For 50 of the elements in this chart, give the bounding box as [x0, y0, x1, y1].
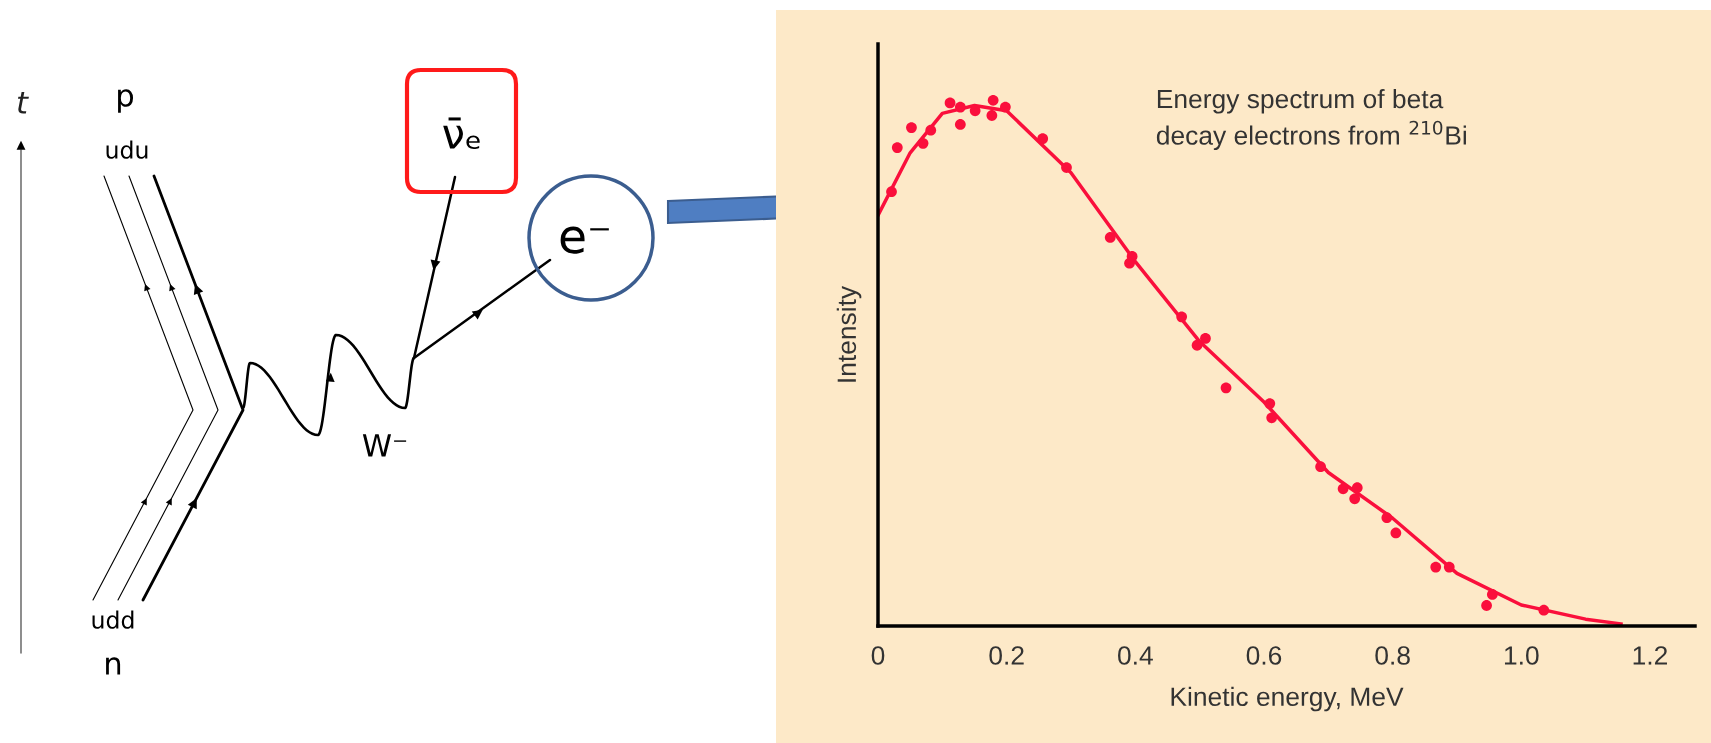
point	[1481, 600, 1492, 611]
point	[954, 119, 966, 130]
point	[1000, 101, 1011, 113]
point	[1538, 604, 1550, 616]
x-axis-title: Kinetic energy, MeV	[1171, 686, 1404, 712]
point	[1264, 398, 1276, 409]
point	[906, 122, 917, 133]
point	[891, 142, 903, 153]
text: t	[17, 91, 29, 114]
point	[1104, 232, 1116, 243]
point	[944, 97, 956, 109]
y-axis-title: Intensity	[836, 285, 862, 382]
point	[1443, 561, 1455, 573]
point	[1349, 493, 1361, 505]
point	[1381, 512, 1393, 524]
chart-title: Energy spectrum of beta decay electrons from $^{210}$Bi	[1156, 88, 1466, 151]
point	[925, 124, 937, 136]
point	[986, 110, 998, 121]
x-tick-label: 0.6	[1246, 646, 1282, 665]
x-tick-label: 0.8	[1375, 646, 1410, 665]
text: n	[106, 657, 121, 675]
x-tick-label: 0.4	[1118, 646, 1153, 665]
point	[1124, 257, 1135, 269]
point	[1176, 311, 1188, 323]
point	[954, 101, 966, 113]
text: W⁻	[362, 434, 407, 457]
point	[1191, 339, 1203, 351]
text: ν̄ₑ	[443, 117, 480, 149]
point	[1220, 382, 1232, 394]
text: p	[118, 89, 134, 113]
point	[1037, 133, 1049, 145]
point	[1430, 561, 1442, 573]
point	[1315, 461, 1326, 473]
point	[1351, 482, 1363, 494]
text: e⁻	[560, 226, 609, 254]
text: udu	[106, 140, 148, 159]
point	[1486, 589, 1498, 600]
point	[1266, 412, 1278, 424]
x-tick-label: 1.2	[1633, 646, 1667, 665]
text: udd	[92, 610, 134, 629]
point	[1061, 162, 1072, 173]
point	[1337, 483, 1349, 495]
x-tick-label: 0.2	[989, 646, 1024, 665]
point	[1390, 527, 1402, 539]
x-tick-label: 1.0	[1504, 646, 1539, 665]
point	[1200, 333, 1211, 344]
point	[987, 94, 999, 106]
x-tick-label: 0	[871, 646, 885, 665]
point	[917, 137, 929, 149]
point	[886, 186, 897, 198]
